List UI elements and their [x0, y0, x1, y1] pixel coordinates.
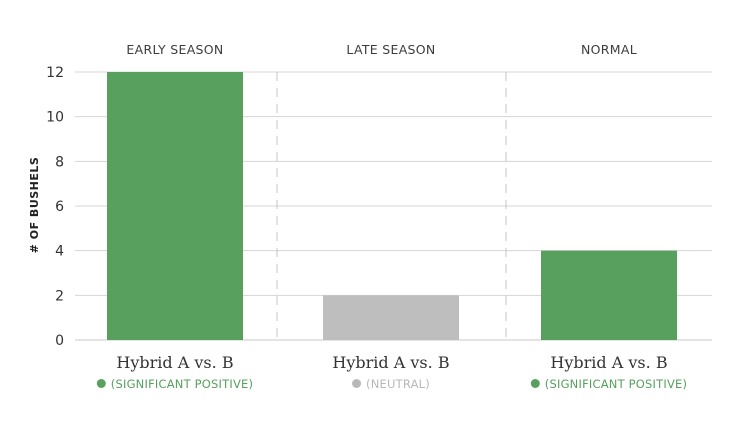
category-label: Hybrid A vs. B: [550, 353, 667, 372]
bar: [541, 250, 677, 340]
y-tick-label: 2: [55, 288, 64, 304]
panel-titles: EARLY SEASON LATE SEASON NORMAL: [126, 42, 637, 57]
bars: [107, 72, 677, 340]
status-text: (SIGNIFICANT POSITIVE): [111, 377, 253, 391]
status-dot-icon: [530, 379, 540, 388]
bar: [323, 295, 459, 340]
status-dot-icon: [96, 379, 106, 388]
y-tick-label: 4: [55, 244, 64, 260]
y-tick-label: 10: [46, 110, 64, 126]
status-label: (SIGNIFICANT POSITIVE): [530, 377, 687, 391]
panel-title: LATE SEASON: [346, 42, 435, 57]
y-axis: 0 2 4 6 8 10 12: [46, 65, 64, 349]
bar: [107, 72, 243, 340]
status-text: (SIGNIFICANT POSITIVE): [545, 377, 687, 391]
panel-title: EARLY SEASON: [126, 42, 223, 57]
panel-dividers: [276, 72, 507, 340]
y-tick-label: 6: [55, 199, 64, 215]
category-labels: Hybrid A vs. B (SIGNIFICANT POSITIVE) Hybr…: [96, 353, 687, 391]
y-tick-label: 0: [55, 333, 64, 349]
status-label: (NEUTRAL): [352, 377, 430, 391]
category-label: Hybrid A vs. B: [116, 353, 233, 372]
status-label: (SIGNIFICANT POSITIVE): [96, 377, 253, 391]
panel-title: NORMAL: [581, 42, 637, 57]
category-label: Hybrid A vs. B: [332, 353, 449, 372]
y-tick-label: 8: [55, 154, 64, 170]
status-dot-icon: [352, 379, 362, 388]
y-tick-label: 12: [46, 65, 64, 81]
y-axis-label: # OF BUSHELS: [28, 157, 41, 254]
status-text: (NEUTRAL): [366, 377, 430, 391]
